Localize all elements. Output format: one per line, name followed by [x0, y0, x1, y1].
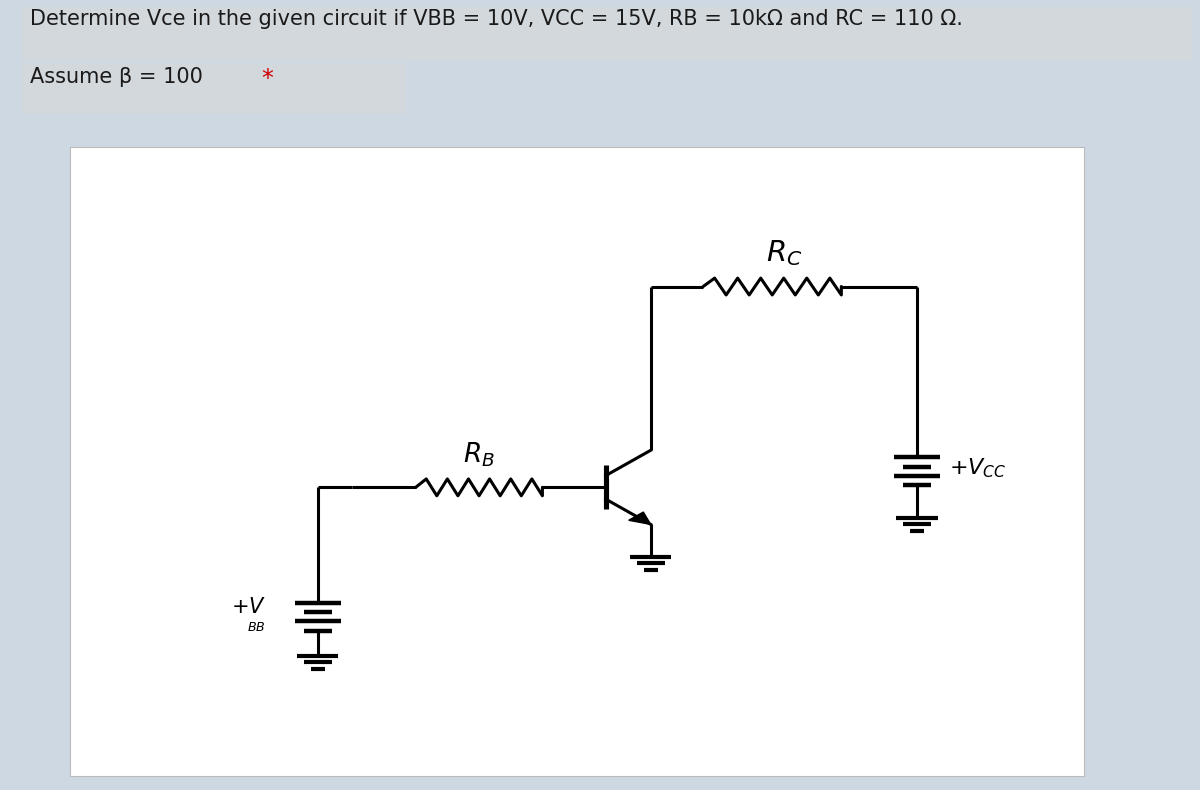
Polygon shape [629, 512, 650, 525]
Text: $_{BB}$: $_{BB}$ [247, 615, 266, 634]
Text: Assume β = 100: Assume β = 100 [30, 67, 203, 87]
Bar [70, 147, 1084, 776]
Text: *: * [262, 67, 274, 91]
Bar [22, 63, 406, 115]
Text: $+V_{CC}$: $+V_{CC}$ [949, 456, 1007, 480]
Text: $R_C$: $R_C$ [766, 239, 802, 269]
Text: $+V$: $+V$ [230, 597, 266, 617]
Text: Determine Vce in the given circuit if VBB = 10V, VCC = 15V, RB = 10kΩ and RC = 1: Determine Vce in the given circuit if VB… [30, 9, 962, 29]
Text: $R_B$: $R_B$ [463, 441, 494, 469]
Bar [22, 7, 1192, 61]
